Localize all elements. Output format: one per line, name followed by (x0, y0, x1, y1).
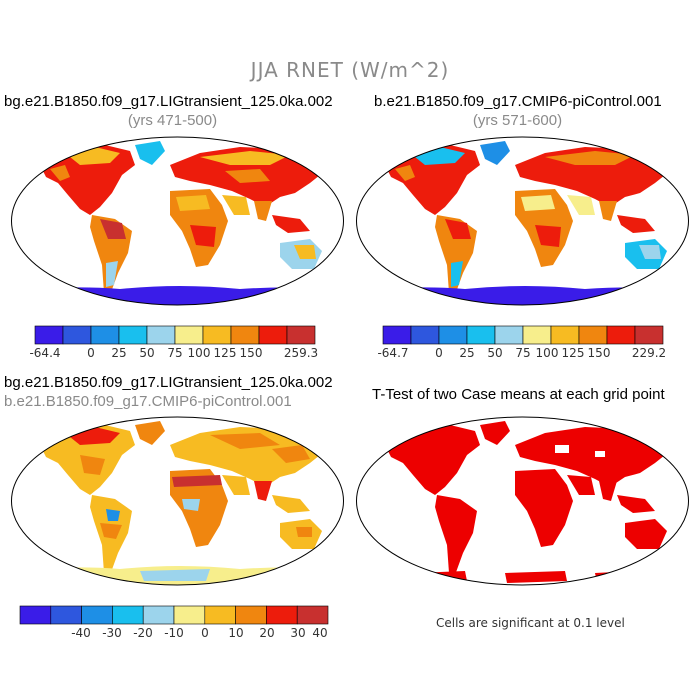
land-greenland (135, 141, 165, 165)
colorbar-swatch (578, 325, 608, 345)
colorbar-swatch (142, 605, 175, 625)
colorbar-swatch (550, 325, 580, 345)
cb1-tick-label: 125 (213, 346, 237, 360)
colorbar-swatch (202, 325, 232, 345)
colorbar-swatch (62, 325, 92, 345)
cb3-tick-label: -20 (133, 626, 153, 640)
colorbar-swatch (118, 325, 148, 345)
colorbar-swatch (258, 325, 288, 345)
colorbar-2 (382, 325, 664, 345)
significant-land-region (385, 425, 480, 495)
colorbar-swatch (266, 605, 298, 625)
land-north-america (40, 145, 135, 215)
significant-land-region (515, 469, 573, 547)
significant-land-region (480, 421, 510, 445)
colorbar-3 (19, 605, 329, 625)
colorbar-3-labels: -40 -30 -20 -10 0 10 20 30 40 (20, 626, 328, 642)
panel2-subtitle: (yrs 571-600) (472, 112, 563, 129)
panel1-subtitle: (yrs 471-500) (127, 112, 218, 129)
cb2-tick-label: 75 (515, 346, 531, 360)
cb1-max-label: 259.3 (283, 346, 319, 360)
cb3-tick-label: 10 (228, 626, 244, 640)
colorbar-swatch (230, 325, 260, 345)
colorbar-1 (34, 325, 316, 345)
figure-title: JJA RNET (W/m^2) (250, 58, 450, 82)
cb2-tick-label: 150 (587, 346, 611, 360)
cb1-tick-label: 100 (187, 346, 211, 360)
cb2-tick-label: 125 (561, 346, 585, 360)
cb3-tick-label: 0 (201, 626, 209, 640)
panel2-map (356, 136, 689, 306)
colorbar-1-labels: -64.4 0 25 50 75 100 125 150 259.3 (29, 346, 319, 362)
panel2-title: b.e21.B1850.f09_g17.CMIP6-piControl.001 (374, 93, 662, 110)
colorbar-swatch (382, 325, 412, 345)
cb1-tick-label: 0 (87, 346, 95, 360)
cb1-tick-label: 50 (139, 346, 155, 360)
colorbar-swatch (204, 605, 236, 625)
colorbar-swatch (50, 605, 82, 625)
colorbar-swatch (34, 325, 64, 345)
cb3-tick-label: 30 (290, 626, 306, 640)
significant-land-region (435, 495, 477, 575)
cb1-tick-label: 25 (111, 346, 127, 360)
colorbar-swatch (90, 325, 120, 345)
cb1-min-label: -64.4 (29, 346, 61, 360)
significant-land-region (505, 571, 567, 583)
colorbar-swatch (81, 605, 113, 625)
cb2-min-label: -64.7 (377, 346, 409, 360)
cb2-tick-label: 0 (435, 346, 443, 360)
colorbar-swatch (173, 605, 206, 625)
panel3-title: bg.e21.B1850.f09_g17.LIGtransient_125.0k… (4, 374, 333, 391)
colorbar-swatch (296, 605, 329, 625)
cb2-tick-label: 50 (487, 346, 503, 360)
colorbar-swatch (410, 325, 440, 345)
colorbar-swatch (634, 325, 664, 345)
cb2-tick-label: 25 (459, 346, 475, 360)
colorbar-swatch (235, 605, 267, 625)
significant-land-region (617, 495, 655, 513)
colorbar-2-labels: -64.7 0 25 50 75 100 125 150 229.2 (377, 346, 667, 362)
panel4-title: T-Test of two Case means at each grid po… (372, 386, 665, 403)
panel3-subtitle: b.e21.B1850.f09_g17.CMIP6-piControl.001 (4, 393, 292, 410)
significant-land-region (599, 481, 617, 501)
cb1-tick-label: 150 (239, 346, 263, 360)
cb3-tick-label: 40 (312, 626, 328, 640)
cb3-tick-label: -30 (102, 626, 122, 640)
colorbar-swatch (606, 325, 636, 345)
significant-land-region (415, 571, 467, 583)
significant-land-region (515, 427, 670, 487)
cb1-tick-label: 75 (167, 346, 183, 360)
cb3-tick-label: 20 (259, 626, 275, 640)
panel4-significance-note: Cells are significant at 0.1 level (436, 616, 625, 630)
panel4-map (356, 416, 689, 586)
colorbar-swatch (19, 605, 52, 625)
cb2-tick-label: 100 (535, 346, 559, 360)
cb3-tick-label: -40 (71, 626, 91, 640)
colorbar-swatch (174, 325, 204, 345)
colorbar-swatch (438, 325, 468, 345)
panel3-map (11, 416, 344, 586)
colorbar-swatch (522, 325, 552, 345)
colorbar-swatch (112, 605, 144, 625)
significant-land-region (625, 519, 667, 549)
panel1-title: bg.e21.B1850.f09_g17.LIGtransient_125.0k… (4, 93, 333, 110)
cb3-tick-label: -10 (164, 626, 184, 640)
cb2-max-label: 229.2 (631, 346, 667, 360)
colorbar-swatch (146, 325, 176, 345)
significant-land-region (567, 475, 595, 495)
colorbar-swatch (286, 325, 316, 345)
colorbar-swatch (466, 325, 496, 345)
significant-land-region (595, 571, 637, 583)
colorbar-swatch (494, 325, 524, 345)
panel1-map (11, 136, 344, 306)
